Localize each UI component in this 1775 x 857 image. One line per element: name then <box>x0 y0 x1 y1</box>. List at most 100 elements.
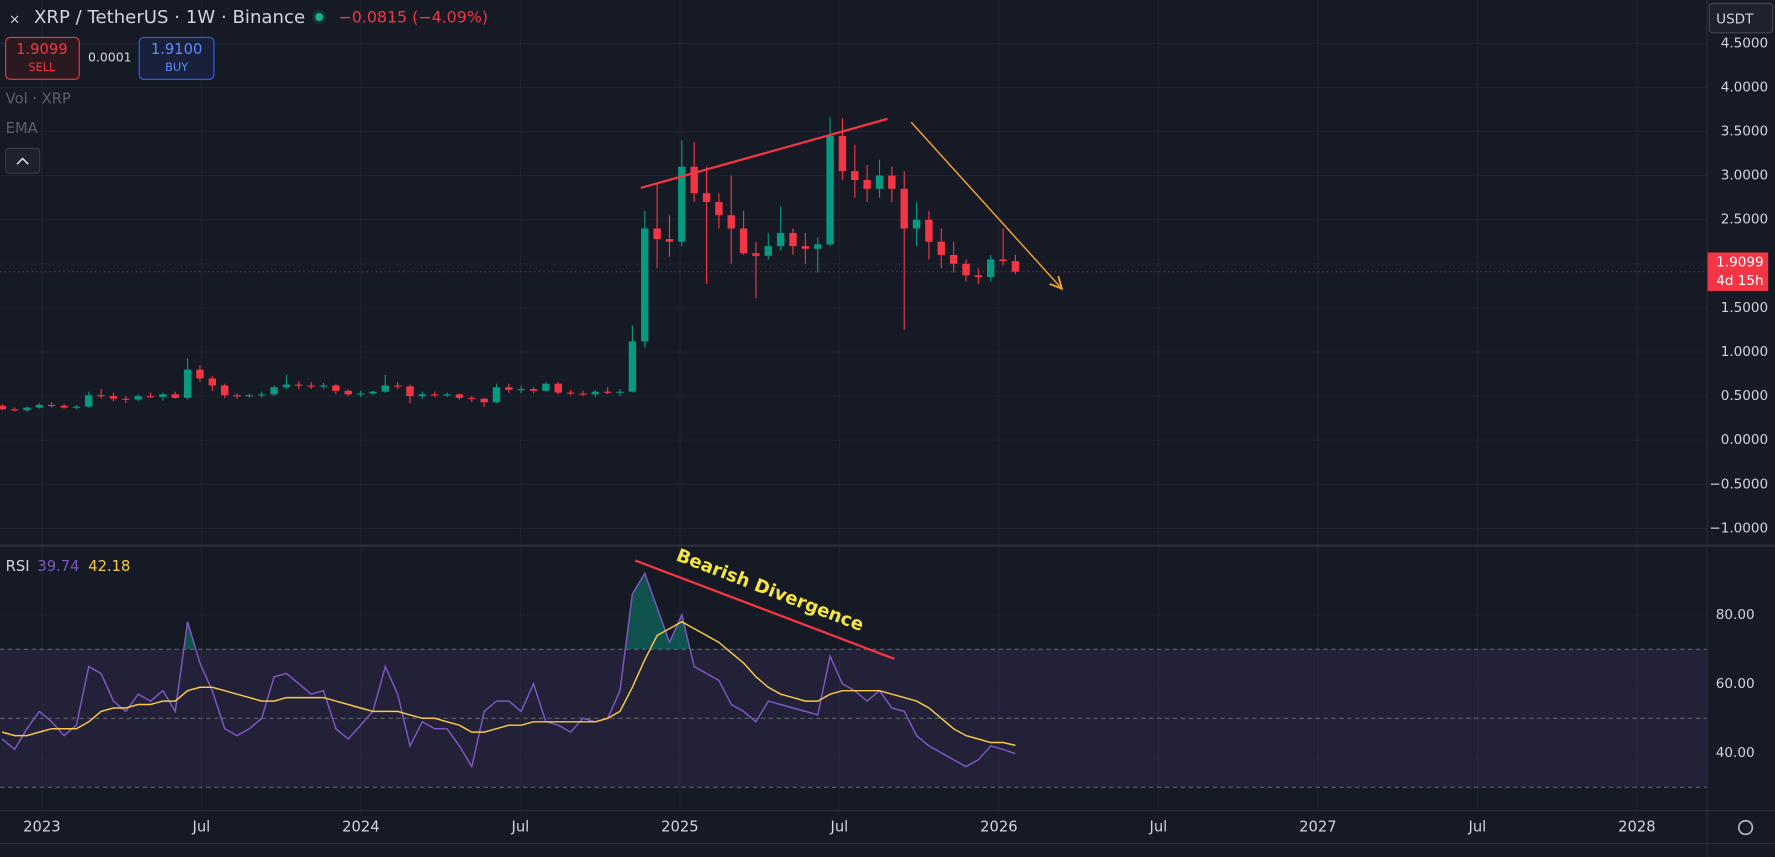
candle-body <box>1011 261 1020 272</box>
candle-body <box>258 394 266 396</box>
candle-body <box>727 215 735 229</box>
candle-body <box>208 378 217 386</box>
candle-body <box>739 228 748 254</box>
candle-body <box>245 395 254 397</box>
candle-body <box>233 395 241 397</box>
candle-body <box>987 259 995 278</box>
trend-arrow[interactable] <box>910 121 1062 288</box>
buy-price[interactable]: 1.9100 <box>151 41 202 58</box>
plot: 1.9099 4d 15h <box>0 117 1769 769</box>
rsi-ma-value: 42.18 <box>88 558 130 575</box>
candle-body <box>628 341 637 392</box>
candle-body <box>393 385 402 387</box>
candle-body <box>542 383 550 391</box>
countdown: 4d 15h <box>1716 273 1763 289</box>
candle-body <box>702 193 711 203</box>
x-tick-label: Jul <box>830 819 849 836</box>
candle-body <box>183 369 192 398</box>
candle-body <box>616 391 624 393</box>
candle-body <box>554 383 562 393</box>
candle-body <box>134 396 142 400</box>
x-tick-label: Jul <box>511 819 530 836</box>
candle-body <box>838 135 847 172</box>
candle-body <box>480 398 488 403</box>
candle-body <box>72 406 81 408</box>
candle-body <box>159 394 167 397</box>
y-tick-label: 3.5000 <box>1721 123 1769 139</box>
y-tick-label: 3.0000 <box>1721 168 1769 184</box>
candle-body <box>443 394 451 396</box>
candle-body <box>381 385 389 392</box>
x-tick-label: 2025 <box>661 819 698 836</box>
status-dot <box>315 13 324 21</box>
candle-body <box>505 387 513 390</box>
candle-body <box>653 228 661 240</box>
candle-body <box>789 232 797 247</box>
symbol[interactable]: XRP / TetherUS · 1W · Binance <box>34 7 305 28</box>
y-tick-label: 0.0000 <box>1721 432 1769 448</box>
candle-body <box>109 396 118 399</box>
settings-icon[interactable] <box>1737 819 1754 836</box>
x-tick-label: Jul <box>1149 819 1168 836</box>
candle-body <box>60 405 68 408</box>
candle-body <box>678 166 686 242</box>
candle-body <box>925 219 933 242</box>
y-tick-label: 0.5000 <box>1721 388 1769 404</box>
candle-body <box>344 390 352 395</box>
indicator-label[interactable]: EMA <box>6 120 38 137</box>
currency[interactable]: USDT <box>1716 11 1754 27</box>
candle-body <box>35 404 44 408</box>
y-tick-label: 60.00 <box>1716 676 1755 692</box>
y-tick-label: −1.0000 <box>1709 520 1768 536</box>
candle-body <box>764 246 773 256</box>
sell-label[interactable]: SELL <box>28 60 56 74</box>
divergence-line[interactable] <box>634 559 895 660</box>
candle-body <box>863 179 871 189</box>
candle-body <box>529 389 538 391</box>
x-tick-label: 2028 <box>1618 819 1655 836</box>
candle-body <box>492 387 501 403</box>
y-tick-label: 80.00 <box>1716 607 1755 623</box>
candle-body <box>974 275 983 278</box>
candle-body <box>937 241 945 255</box>
last-price-tag <box>1707 252 1769 291</box>
collapse-button[interactable] <box>5 147 41 174</box>
candle-body <box>468 397 476 399</box>
x-tick-label: Jul <box>192 819 211 836</box>
candle-body <box>912 219 921 229</box>
candle-body <box>962 263 970 276</box>
candle-body <box>665 239 674 242</box>
rsi-title: RSI <box>6 558 30 575</box>
candle-body <box>455 394 464 398</box>
x-tick-label: 2024 <box>342 819 379 836</box>
sell-button[interactable] <box>5 36 80 80</box>
candle-body <box>776 232 785 247</box>
candle-body <box>431 394 439 396</box>
candle-body <box>900 188 908 229</box>
candle-body <box>566 392 575 394</box>
rsi-line <box>1 571 1016 769</box>
trend-line[interactable] <box>640 117 888 190</box>
candle-body <box>122 398 130 400</box>
sell-price[interactable]: 1.9099 <box>16 41 67 58</box>
spread: 0.0001 <box>88 49 132 64</box>
candle-body <box>814 244 822 249</box>
candle-body <box>220 385 229 396</box>
last-price: 1.9099 <box>1716 255 1764 271</box>
currency-button[interactable] <box>1708 2 1774 34</box>
y-tick-label: 40.00 <box>1716 745 1755 761</box>
candle-body <box>406 386 414 397</box>
buy-label[interactable]: BUY <box>165 60 188 74</box>
indicator-label[interactable]: Vol · XRP <box>6 91 71 108</box>
close-icon[interactable]: × <box>9 11 20 27</box>
candle-body <box>270 387 278 395</box>
collapse-icon <box>16 157 29 165</box>
candle-body <box>356 393 365 395</box>
buy-button[interactable] <box>138 36 215 80</box>
candle-body <box>641 228 649 342</box>
y-tick-label: −0.5000 <box>1709 476 1768 492</box>
candle-body <box>85 395 93 407</box>
x-tick-label: 2023 <box>23 819 60 836</box>
